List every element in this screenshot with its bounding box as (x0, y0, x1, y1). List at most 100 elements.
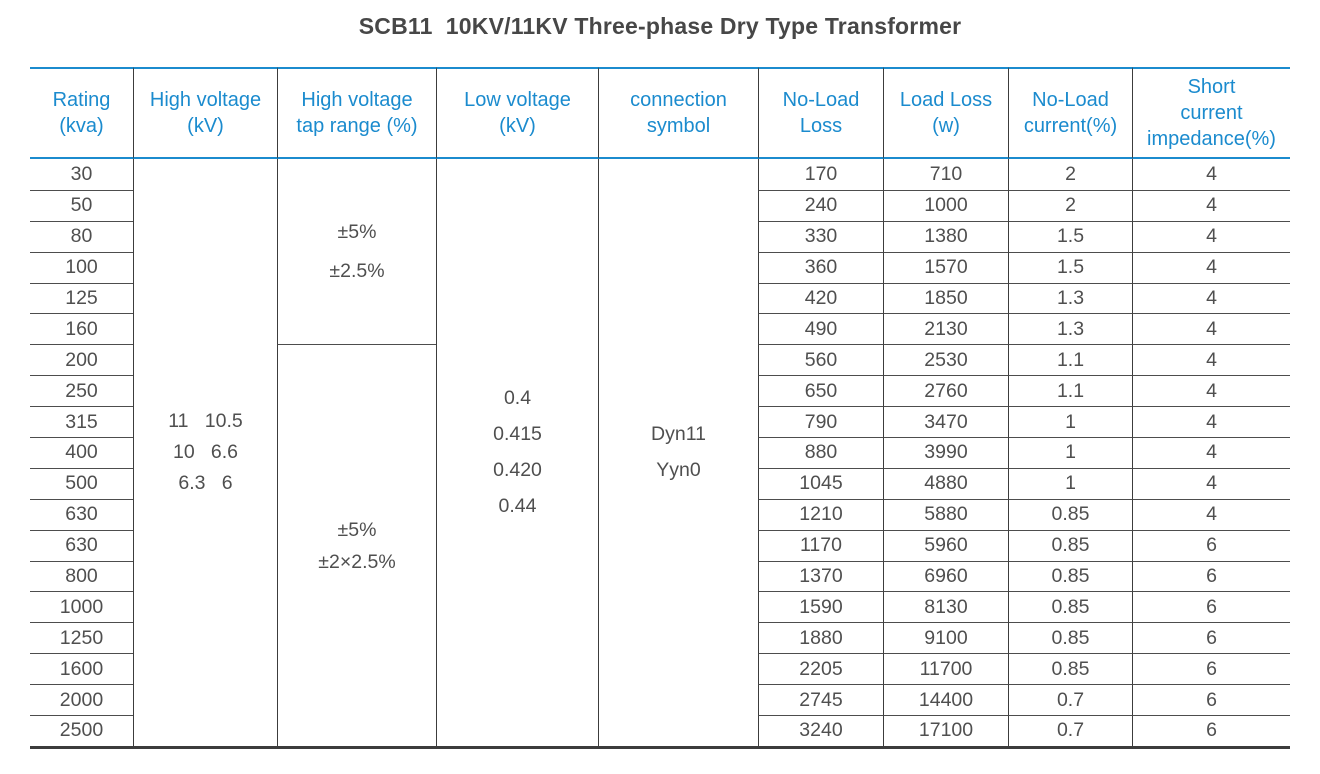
impedance-cell: 6 (1132, 622, 1290, 654)
no-load-current-cell: 0.85 (1008, 560, 1132, 592)
load-loss-cell: 11700 (883, 653, 1008, 685)
no-load-current-cell: 0.85 (1008, 591, 1132, 623)
rating-cell: 250 (30, 375, 133, 406)
rating-cell: 400 (30, 437, 133, 468)
rating-cell: 500 (30, 467, 133, 499)
no-load-current-cell: 2 (1008, 189, 1132, 221)
no-load-loss-cell: 420 (758, 282, 883, 314)
table-row: 160 490 2130 1.3 4 (30, 313, 1290, 345)
table-row: 50 240 1000 2 4 (30, 189, 1290, 221)
column-header-connection-symbol: connection symbol (598, 67, 758, 159)
no-load-current-cell: 0.85 (1008, 622, 1132, 654)
rating-cell: 200 (30, 344, 133, 375)
table-row: 125 420 1850 1.3 4 (30, 282, 1290, 314)
no-load-current-cell: 0.7 (1008, 715, 1132, 746)
no-load-loss-cell: 1590 (758, 591, 883, 623)
header-row: Rating (kva) High voltage (kV) High volt… (30, 67, 1290, 159)
no-load-loss-cell: 3240 (758, 715, 883, 746)
column-header-label: No-Load current(%) (1023, 89, 1118, 137)
table-row: 1000 1590 8130 0.85 6 (30, 591, 1290, 623)
table-row: 630 1170 5960 0.85 6 (30, 529, 1290, 561)
table-body: 30 11 10.5 10 6.6 6.3 6 ±5% ±2.5% 0.4 0.415… (30, 159, 1290, 746)
table-row: 315 790 3470 1 4 (30, 406, 1290, 438)
rating-cell: 80 (30, 220, 133, 252)
no-load-current-cell: 2 (1008, 159, 1132, 190)
column-header-label: Rating (kva) (52, 89, 111, 137)
rating-cell: 630 (30, 529, 133, 561)
impedance-cell: 4 (1132, 313, 1290, 345)
impedance-cell: 4 (1132, 159, 1290, 190)
column-header-label: No-Load Loss (782, 89, 860, 137)
load-loss-cell: 2760 (883, 375, 1008, 407)
load-loss-cell: 1850 (883, 282, 1008, 314)
table-row: 1250 1880 9100 0.85 6 (30, 622, 1290, 654)
load-loss-cell: 1380 (883, 220, 1008, 252)
table-row: 800 1370 6960 0.85 6 (30, 560, 1290, 592)
no-load-current-cell: 1.3 (1008, 313, 1132, 345)
no-load-current-cell: 1.5 (1008, 251, 1132, 283)
column-header-short-current-impedance: Short current impedance(%) (1132, 67, 1290, 159)
no-load-current-cell: 0.85 (1008, 498, 1132, 530)
column-header-label: Low voltage (kV) (464, 89, 571, 137)
load-loss-cell: 4880 (883, 467, 1008, 499)
no-load-current-cell: 1.3 (1008, 282, 1132, 314)
column-header-tap-range: High voltage tap range (%) (277, 67, 436, 159)
load-loss-cell: 3990 (883, 437, 1008, 468)
transformer-spec-table: Rating (kva) High voltage (kV) High volt… (30, 67, 1290, 749)
table-row: 30 11 10.5 10 6.6 6.3 6 ±5% ±2.5% 0.4 0.415… (30, 159, 1290, 746)
no-load-loss-cell: 2205 (758, 653, 883, 685)
table-row: 200 ±5% ±2×2.5% 560 2530 1.1 4 (30, 344, 1290, 746)
rating-cell: 30 (70, 162, 93, 185)
impedance-cell: 4 (1132, 189, 1290, 221)
impedance-cell: 4 (1132, 251, 1290, 283)
no-load-current-cell: 0.85 (1008, 529, 1132, 561)
no-load-loss-cell: 1880 (758, 622, 883, 654)
no-load-loss-cell: 1170 (758, 529, 883, 561)
table-header: Rating (kva) High voltage (kV) High volt… (30, 67, 1290, 159)
no-load-current-cell: 1 (1008, 467, 1132, 499)
rating-cell: 630 (30, 498, 133, 530)
tap-range-top-cell: ±5% ±2.5% (277, 159, 436, 345)
no-load-current-cell: 1.5 (1008, 220, 1132, 252)
no-load-loss-cell: 1210 (758, 498, 883, 530)
no-load-loss-cell: 490 (758, 313, 883, 345)
table-row: 100 360 1570 1.5 4 (30, 251, 1290, 283)
table-row: 2000 2745 14400 0.7 6 (30, 684, 1290, 716)
load-loss-cell: 1000 (883, 189, 1008, 221)
load-loss-cell: 1570 (883, 251, 1008, 283)
load-loss-cell: 5960 (883, 529, 1008, 561)
tap-range-bottom-cell: ±5% ±2×2.5% (277, 344, 436, 746)
no-load-current-cell: 0.85 (1008, 653, 1132, 685)
impedance-cell: 4 (1132, 282, 1290, 314)
table-row: 500 1045 4880 1 4 (30, 467, 1290, 499)
no-load-current-cell: 1 (1008, 437, 1132, 468)
column-header-label: Load Loss (w) (899, 89, 993, 137)
column-header-label: Short current impedance(%) (1147, 76, 1276, 150)
load-loss-cell: 2130 (883, 313, 1008, 345)
impedance-cell: 6 (1132, 653, 1290, 685)
column-header-no-load-current: No-Load current(%) (1008, 67, 1132, 159)
rating-cell: 1250 (30, 622, 133, 653)
load-loss-cell: 17100 (883, 715, 1008, 746)
table-row: 630 1210 5880 0.85 4 (30, 498, 1290, 530)
rating-cell: 2000 (30, 684, 133, 715)
no-load-loss-cell: 790 (758, 406, 883, 438)
impedance-cell: 4 (1132, 375, 1290, 407)
impedance-cell: 6 (1132, 715, 1290, 746)
load-loss-cell: 2530 (883, 344, 1008, 376)
no-load-loss-cell: 360 (758, 251, 883, 283)
no-load-loss-cell: 2745 (758, 684, 883, 716)
no-load-current-cell: 1 (1008, 406, 1132, 438)
no-load-current-cell: 1.1 (1008, 344, 1132, 376)
rating-cell: 1600 (30, 653, 133, 684)
impedance-cell: 4 (1132, 406, 1290, 438)
impedance-cell: 4 (1132, 344, 1290, 376)
no-load-loss-cell: 330 (758, 220, 883, 252)
column-header-high-voltage: High voltage (kV) (133, 67, 277, 159)
load-loss-cell: 9100 (883, 622, 1008, 654)
load-loss-cell: 3470 (883, 406, 1008, 438)
no-load-current-cell: 0.7 (1008, 684, 1132, 716)
impedance-cell: 6 (1132, 684, 1290, 716)
no-load-loss-cell: 650 (758, 375, 883, 407)
no-load-loss-cell: 880 (758, 437, 883, 468)
